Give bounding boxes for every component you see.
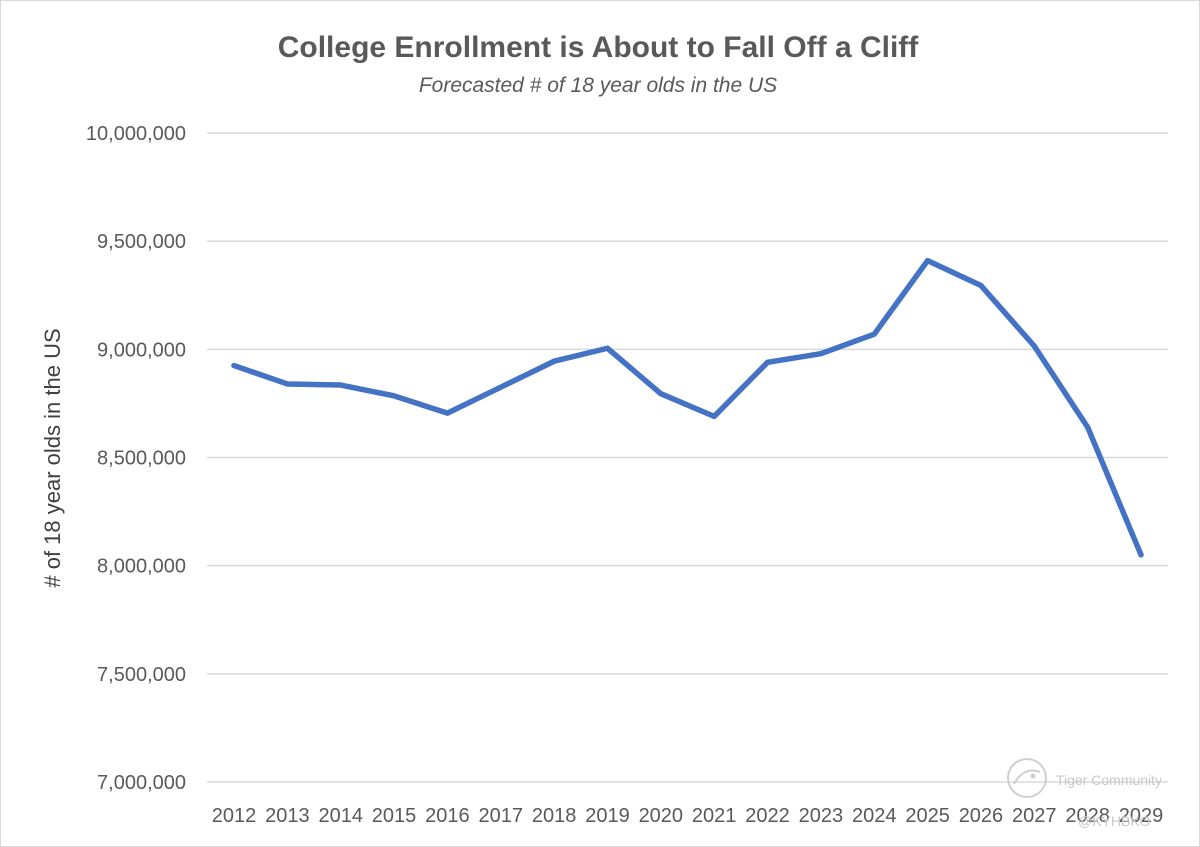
y-tick-label: 9,500,000 (97, 231, 186, 253)
y-tick-label: 9,000,000 (97, 339, 186, 361)
x-tick-label: 2013 (265, 805, 310, 827)
x-tick-label: 2018 (532, 805, 577, 827)
x-tick-label: 2021 (692, 805, 737, 827)
y-tick-label: 7,500,000 (97, 664, 186, 686)
x-tick-label: 2027 (1012, 805, 1057, 827)
y-tick-label: 8,000,000 (97, 556, 186, 578)
series-layer (231, 257, 1144, 558)
watermark: Tiger Community @KYHBKO (1007, 758, 1162, 829)
data-point (444, 410, 451, 416)
data-point (604, 345, 611, 351)
chart-title: College Enrollment is About to Fall Off … (278, 31, 920, 64)
x-tick-label: 2015 (372, 805, 417, 827)
data-point (818, 351, 824, 357)
y-tick-label: 10,000,000 (86, 123, 186, 145)
x-tick-label: 2029 (1119, 805, 1164, 827)
x-tick-label: 2017 (479, 805, 524, 827)
x-tick-label: 2019 (585, 805, 630, 827)
y-axis-ticks: 7,000,000 7,500,000 8,000,000 8,500,000 9,00… (86, 123, 186, 794)
x-tick-label: 2024 (852, 805, 897, 827)
y-axis-label: # of 18 year olds in the US (40, 328, 65, 587)
x-tick-label: 2014 (318, 805, 363, 827)
y-tick-label: 8,500,000 (97, 448, 186, 470)
data-point (978, 282, 984, 289)
x-tick-label: 2022 (745, 805, 790, 827)
chart-subtitle: Forecasted # of 18 year olds in the US (419, 74, 777, 97)
x-tick-label: 2026 (959, 805, 1004, 827)
data-point (338, 382, 344, 388)
data-point (924, 258, 931, 264)
x-tick-label: 2028 (1065, 805, 1110, 827)
data-point (1031, 343, 1037, 349)
data-point (498, 384, 504, 390)
data-point (658, 391, 664, 397)
x-tick-label: 2023 (799, 805, 844, 827)
watermark-handle: @KYHBKO (1078, 813, 1151, 829)
watermark-brand: Tiger Community (1056, 772, 1162, 788)
data-point (391, 393, 397, 399)
x-tick-label: 2020 (639, 805, 684, 827)
x-tick-label: 2012 (212, 805, 257, 827)
data-point (1138, 552, 1144, 558)
tiger-logo-icon (1007, 758, 1047, 798)
data-point (871, 331, 877, 337)
data-point (711, 413, 717, 419)
data-point (1085, 424, 1091, 430)
data-point (231, 362, 237, 369)
x-tick-label: 2016 (425, 805, 470, 827)
data-point (764, 359, 771, 365)
data-point (284, 381, 290, 387)
x-tick-label: 2025 (905, 805, 950, 827)
x-axis-ticks: 2012 2013 2014 2015 2016 2017 2018 2019 2020 2021… (212, 805, 1164, 827)
y-tick-label: 7,000,000 (97, 772, 186, 794)
series-line (231, 257, 1144, 558)
data-point (551, 358, 557, 364)
gridlines (207, 132, 1168, 783)
